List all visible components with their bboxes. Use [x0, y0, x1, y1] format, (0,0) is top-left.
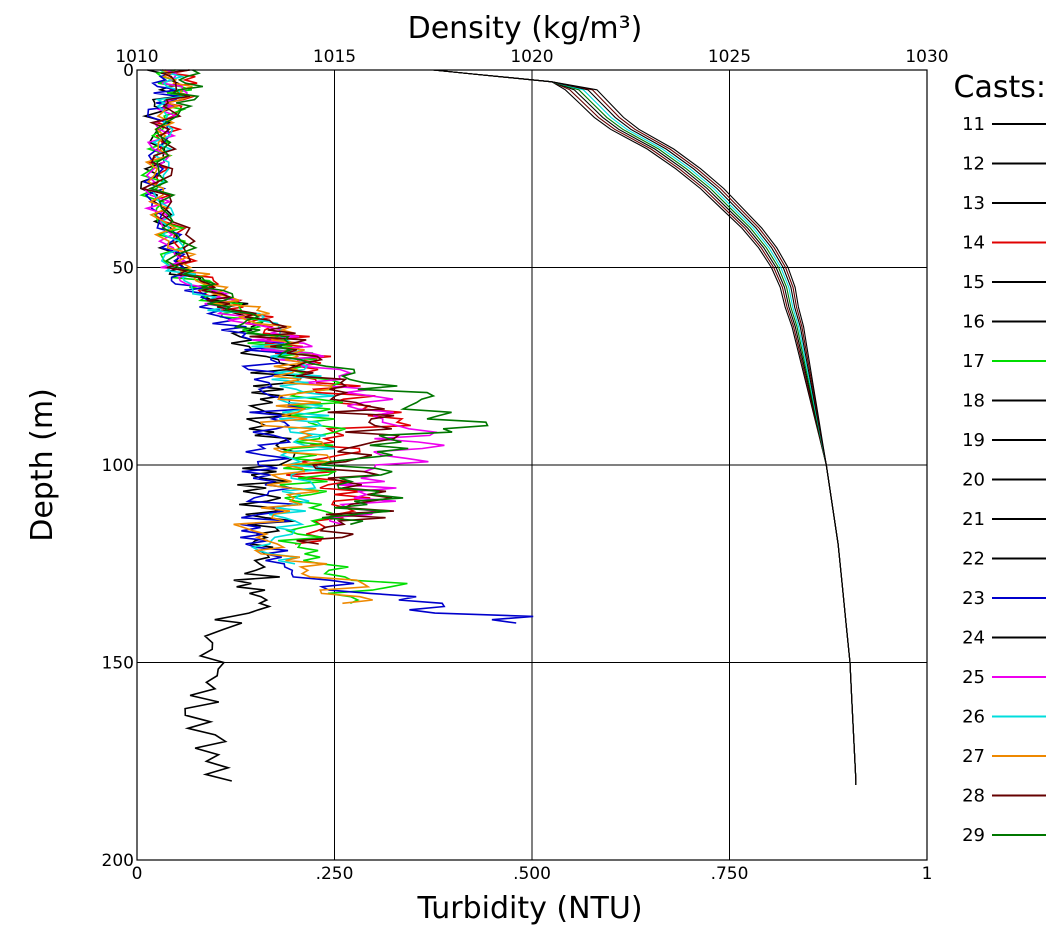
- legend-label: 16: [962, 312, 985, 333]
- legend-item: 21: [962, 509, 1046, 530]
- legend-item: 15: [962, 272, 1046, 293]
- legend-label: 14: [962, 233, 985, 254]
- legend-label: 29: [962, 825, 985, 846]
- legend-item: 11: [962, 114, 1046, 135]
- y-tick-label: 0: [123, 61, 134, 81]
- x-bottom-tick-label: .500: [513, 864, 551, 884]
- legend: Casts: 11 12 13 14 15 16 17 18 19 20 21 22 23 24 25 26 2…: [954, 70, 1046, 846]
- turbidity-line-cast-26: [150, 69, 336, 565]
- y-tick-label: 100: [102, 456, 134, 476]
- legend-item: 13: [962, 193, 1046, 214]
- grid: [137, 70, 927, 860]
- legend-item: 22: [962, 549, 1046, 570]
- legend-item: 27: [962, 746, 1046, 767]
- legend-item: 16: [962, 312, 1046, 333]
- x-bottom-tick-label: .250: [316, 864, 354, 884]
- legend-label: 13: [962, 193, 985, 214]
- legend-title: Casts:: [954, 70, 1046, 105]
- legend-item: 14: [962, 233, 1046, 254]
- legend-label: 12: [962, 154, 985, 175]
- turbidity-line-cast-29: [147, 69, 489, 526]
- legend-label: 25: [962, 667, 985, 688]
- x-top-tick-label: 1010: [115, 47, 158, 67]
- x-top-tick-label: 1030: [905, 47, 948, 67]
- turbidity-line-cast-27: [144, 69, 373, 605]
- turbidity-profiles: [139, 69, 534, 782]
- legend-label: 18: [962, 391, 985, 412]
- y-tick-label: 200: [102, 851, 134, 871]
- legend-item: 23: [962, 588, 1046, 609]
- legend-label: 22: [962, 549, 985, 570]
- legend-item: 26: [962, 707, 1046, 728]
- legend-item: 28: [962, 786, 1046, 807]
- legend-label: 17: [962, 351, 985, 372]
- x-bottom-axis-title: Turbidity (NTU): [416, 891, 642, 925]
- density-profiles: [433, 69, 857, 785]
- tick-labels: 1010 1015 1020 1025 1030 0 .250 .500 .750 1 0 50 100…: [102, 47, 949, 884]
- legend-label: 23: [962, 588, 985, 609]
- legend-item: 25: [962, 667, 1046, 688]
- density-profile-line: [433, 69, 857, 785]
- x-bottom-tick-label: 0: [132, 864, 143, 884]
- plot-frame: [136, 69, 928, 861]
- legend-item: 18: [962, 391, 1046, 412]
- legend-label: 26: [962, 707, 985, 728]
- y-tick-label: 150: [102, 654, 134, 674]
- legend-item: 12: [962, 154, 1046, 175]
- turbidity-line-cast-28: [140, 69, 401, 545]
- legend-item: 19: [962, 430, 1046, 451]
- x-bottom-tick-label: 1: [922, 864, 933, 884]
- legend-item: 24: [962, 628, 1046, 649]
- y-axis-title: Depth (m): [25, 388, 60, 542]
- y-tick-label: 50: [112, 259, 134, 279]
- legend-label: 27: [962, 746, 985, 767]
- legend-label: 24: [962, 628, 985, 649]
- legend-label: 28: [962, 786, 985, 807]
- legend-label: 19: [962, 430, 985, 451]
- x-top-tick-label: 1015: [313, 47, 356, 67]
- x-bottom-tick-label: .750: [711, 864, 749, 884]
- x-top-tick-label: 1025: [708, 47, 751, 67]
- legend-item: 20: [962, 470, 1046, 491]
- legend-label: 21: [962, 509, 985, 530]
- x-top-axis-title: Density (kg/m³): [408, 11, 643, 46]
- x-top-tick-label: 1020: [510, 47, 553, 67]
- legend-item: 29: [962, 825, 1046, 846]
- legend-item: 17: [962, 351, 1046, 372]
- legend-label: 11: [962, 114, 985, 135]
- legend-label: 20: [962, 470, 985, 491]
- legend-label: 15: [962, 272, 985, 293]
